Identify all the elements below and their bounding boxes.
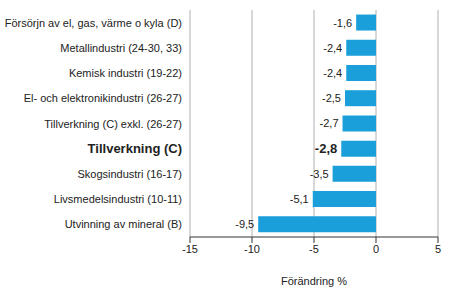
svg-text:0: 0 — [373, 243, 379, 255]
svg-text:-9,5: -9,5 — [235, 218, 254, 230]
svg-text:Kemisk industri (19-22): Kemisk industri (19-22) — [69, 67, 182, 79]
svg-text:El- och elektronikindustri (26: El- och elektronikindustri (26-27) — [24, 92, 182, 104]
svg-text:Skogsindustri (16-17): Skogsindustri (16-17) — [77, 168, 182, 180]
svg-text:Förändring %: Förändring % — [281, 275, 347, 287]
svg-text:-10: -10 — [244, 243, 260, 255]
svg-text:-5: -5 — [309, 243, 319, 255]
svg-text:Tillverkning (C): Tillverkning (C) — [88, 141, 182, 156]
svg-text:Utvinning av mineral (B): Utvinning av mineral (B) — [65, 218, 182, 230]
svg-text:-2,7: -2,7 — [320, 117, 339, 129]
svg-text:-1,6: -1,6 — [333, 17, 352, 29]
svg-text:-2,4: -2,4 — [323, 42, 342, 54]
svg-text:-2,5: -2,5 — [322, 92, 341, 104]
svg-text:-2,8: -2,8 — [315, 141, 337, 156]
svg-text:Livsmedelsindustri (10-11): Livsmedelsindustri (10-11) — [54, 193, 182, 205]
svg-text:5: 5 — [435, 243, 441, 255]
svg-text:-5,1: -5,1 — [290, 193, 309, 205]
svg-text:-15: -15 — [182, 243, 198, 255]
svg-text:Försörjn av el, gas, värme o k: Försörjn av el, gas, värme o kyla (D) — [8, 17, 182, 29]
svg-text:-3,5: -3,5 — [310, 168, 329, 180]
svg-text:Tillverkning (C) exkl. (26-27): Tillverkning (C) exkl. (26-27) — [44, 118, 182, 130]
svg-text:-2,4: -2,4 — [323, 67, 342, 79]
svg-text:Metallindustri (24-30, 33): Metallindustri (24-30, 33) — [60, 42, 182, 54]
